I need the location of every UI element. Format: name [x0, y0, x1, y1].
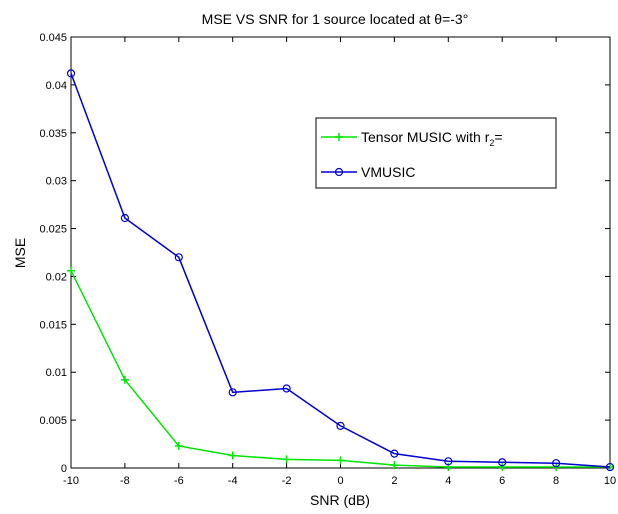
chart-title: MSE VS SNR for 1 source located at θ=-3°	[202, 11, 469, 27]
data-point-tensor-music	[228, 451, 237, 460]
x-tick-label: 10	[604, 475, 616, 487]
legend-label-tensor-music: Tensor MUSIC with r2=	[361, 129, 503, 148]
legend-label-vmusic: VMUSIC	[361, 164, 415, 180]
legend-marker-vmusic	[334, 167, 344, 177]
x-tick-label: -4	[228, 475, 238, 487]
plot-area	[70, 36, 611, 469]
y-tick-label: 0.02	[46, 271, 67, 283]
x-tick-label: 2	[391, 475, 397, 487]
y-tick-label: 0	[61, 463, 67, 475]
data-point-vmusic	[498, 458, 507, 467]
x-tick-label: -2	[282, 475, 292, 487]
legend-marker-tensor-music	[335, 133, 343, 141]
y-tick-label: 0.045	[39, 32, 67, 44]
legend-box	[315, 117, 557, 189]
data-point-tensor-music	[282, 455, 291, 464]
y-axis-label: MSE	[12, 238, 28, 268]
x-tick-label: 4	[445, 475, 451, 487]
series-tensor-music	[67, 266, 614, 472]
y-tick-label: 0.005	[39, 415, 67, 427]
y-tick-label: 0.025	[39, 224, 67, 236]
data-point-vmusic	[120, 213, 130, 223]
x-tick-label: -6	[174, 475, 184, 487]
legend-label-tensor-music-main: Tensor MUSIC with r	[361, 129, 490, 145]
legend-label-tensor-music-sub: 2	[489, 138, 494, 148]
x-tick-label: -8	[120, 475, 130, 487]
x-axis-label: SNR (dB)	[310, 492, 370, 508]
legend: Tensor MUSIC with r2= VMUSIC	[315, 117, 557, 189]
x-tick-label: 0	[337, 475, 343, 487]
data-point-tensor-music	[336, 456, 345, 465]
data-point-vmusic	[551, 459, 561, 468]
y-tick-label: 0.03	[46, 176, 67, 188]
y-tick-label: 0.04	[46, 80, 67, 92]
series-layer	[66, 69, 615, 472]
y-tick-label: 0.01	[46, 367, 67, 379]
data-point-vmusic	[228, 388, 237, 397]
legend-label-tensor-music-tail: =	[494, 129, 502, 145]
data-point-vmusic	[282, 384, 291, 393]
data-point-tensor-music	[390, 461, 399, 470]
x-tick-label: 8	[553, 475, 559, 487]
series-line-vmusic	[70, 73, 611, 468]
x-tick-label: 6	[499, 475, 505, 487]
data-point-vmusic	[444, 457, 453, 466]
data-point-vmusic	[336, 421, 345, 430]
axis-ticks: -10 -8 -6 -4 -2 0 2 4 6 8 10 0 0.005 0.01 0.015 0.02 0.0…	[39, 32, 616, 487]
data-point-tensor-music	[174, 441, 183, 450]
series-vmusic	[66, 69, 615, 472]
data-point-vmusic	[390, 449, 399, 458]
data-point-vmusic	[605, 462, 615, 472]
y-tick-label: 0.035	[39, 128, 67, 140]
y-tick-label: 0.015	[39, 319, 67, 331]
data-point-tensor-music	[67, 266, 75, 275]
data-point-vmusic	[66, 69, 76, 78]
data-point-tensor-music	[120, 375, 129, 384]
data-point-tensor-music	[498, 463, 507, 472]
data-point-vmusic	[174, 253, 183, 262]
x-tick-label: -10	[63, 475, 79, 487]
